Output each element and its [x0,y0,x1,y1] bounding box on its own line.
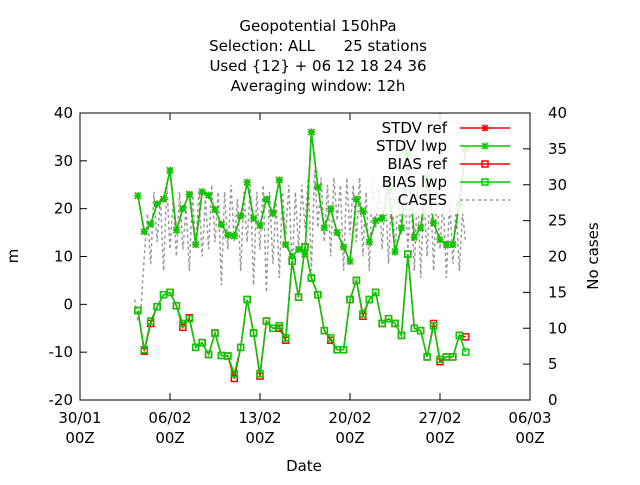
data-point [327,205,334,212]
legend-label-bias-ref: BIAS ref [387,155,447,173]
data-point [263,196,270,203]
data-point [179,205,186,212]
data-point [276,176,283,183]
y-tick-label: -20 [49,391,74,409]
x-tick-label-date: 30/01 [58,409,101,427]
chart-title-line-1: Geopotential 150hPa [239,17,396,35]
data-point [257,222,264,229]
data-point [134,192,141,199]
chart-title-line-3: Used {12} + 06 12 18 24 36 [209,57,426,75]
data-point [340,243,347,250]
y2-tick-label: 25 [548,212,567,230]
data-point [141,228,148,235]
data-point [282,241,289,248]
data-point [347,258,354,265]
data-point [417,224,424,231]
data-point [250,215,257,222]
y2-tick-label: 30 [548,176,567,194]
x-tick-label-date: 20/02 [328,409,371,427]
y-tick-label: -10 [49,343,74,361]
data-point [186,191,193,198]
data-point [321,224,328,231]
legend-key-marker [482,125,489,132]
y-axis-label: m [4,249,22,264]
x-tick-label-hour: 00Z [515,429,544,447]
data-point [411,234,418,241]
data-point [372,217,379,224]
data-point [353,196,360,203]
data-point [218,221,225,228]
y2-tick-label: 20 [548,248,567,266]
legend-label-cases: CASES [398,191,447,209]
y2-tick-label: 10 [548,319,567,337]
y-tick-label: 10 [54,248,73,266]
y2-tick-label: 5 [548,355,558,373]
data-point [295,246,302,253]
data-point [192,241,199,248]
data-point [160,196,167,203]
x-tick-label-hour: 00Z [65,429,94,447]
data-point [398,224,405,231]
data-point [231,232,238,239]
data-point [269,210,276,217]
y-tick-label: 20 [54,200,73,218]
data-point [430,220,437,227]
data-point [443,241,450,248]
y2-tick-label: 15 [548,283,567,301]
x-axis-label: Date [286,457,322,475]
data-point [308,129,315,136]
x-tick-label-date: 27/02 [418,409,461,427]
y-tick-label: 30 [54,152,73,170]
y-tick-label: 40 [54,104,73,122]
y2-axis-label: No cases [584,222,602,290]
data-point [244,179,251,186]
x-tick-label-hour: 00Z [245,429,274,447]
data-point [237,212,244,219]
data-point [314,184,321,191]
x-tick-label-date: 13/02 [238,409,281,427]
x-tick-label-hour: 00Z [335,429,364,447]
x-tick-label-hour: 00Z [155,429,184,447]
data-point [154,200,161,207]
data-point [366,239,373,246]
x-tick-label-date: 06/02 [148,409,191,427]
data-point [212,206,219,213]
data-point [205,192,212,199]
y-tick-label: 0 [63,295,73,313]
data-point [392,248,399,255]
chart-title-line-2: Selection: ALL 25 stations [209,37,427,55]
data-point [147,220,154,227]
data-point [359,208,366,215]
data-point [199,188,206,195]
data-point [379,215,386,222]
legend-label-stdv-lwp: STDV lwp [376,137,447,155]
y2-tick-label: 40 [548,104,567,122]
chart-title-line-4: Averaging window: 12h [231,77,406,95]
legend: STDV ref STDV lwp BIAS ref BIAS lwp CASE… [370,114,520,214]
data-point [224,231,231,238]
y2-tick-label: 0 [548,391,558,409]
data-point [173,227,180,234]
x-tick-label-hour: 00Z [425,429,454,447]
legend-label-stdv-ref: STDV ref [382,119,448,137]
x-tick-label-date: 06/03 [508,409,551,427]
data-point [334,229,341,236]
data-point [449,241,456,248]
y2-tick-label: 35 [548,140,567,158]
data-point [167,167,174,174]
legend-label-bias-lwp: BIAS lwp [382,173,447,191]
data-point [437,236,444,243]
legend-key-marker [482,143,489,150]
